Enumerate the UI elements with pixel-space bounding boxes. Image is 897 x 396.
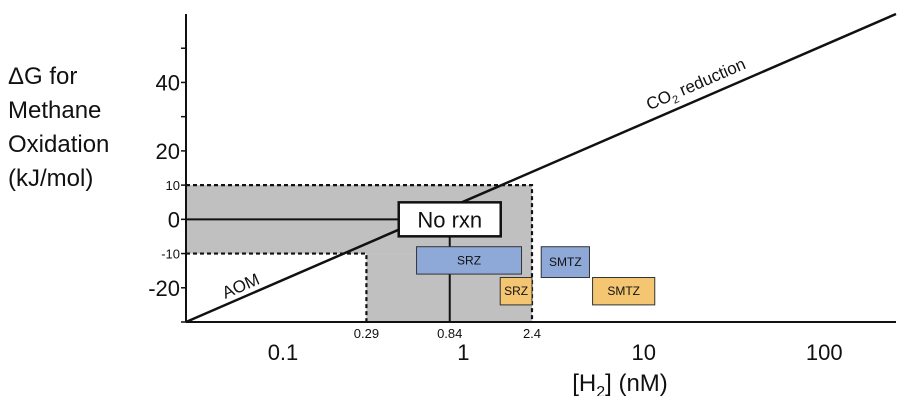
x-marker-label: 2.4 bbox=[523, 326, 541, 341]
y-minor-tick-label: 10 bbox=[166, 178, 180, 193]
zone-box-label-1: SMTZ bbox=[549, 255, 582, 269]
y-axis-title-line: Oxidation bbox=[8, 131, 109, 158]
y-minor-tick-label: -10 bbox=[161, 247, 180, 262]
zone-box-label-3: SMTZ bbox=[607, 284, 640, 298]
zone-box-label-2: SRZ bbox=[504, 284, 528, 298]
x-tick-label: 1 bbox=[457, 340, 469, 365]
x-marker-label: 0.29 bbox=[354, 326, 379, 341]
y-axis-title-line: ΔG for bbox=[8, 63, 77, 90]
y-axis-title-line: Methane bbox=[8, 97, 101, 124]
y-tick-label: -20 bbox=[148, 276, 180, 301]
x-tick-label: 0.1 bbox=[268, 340, 299, 365]
zone-box-3 bbox=[592, 277, 656, 306]
zone-box-0 bbox=[416, 246, 523, 275]
region-outline-upper bbox=[186, 184, 534, 322]
y-axis-title-line: (kJ/mol) bbox=[8, 165, 93, 192]
zone-box-2 bbox=[499, 277, 533, 306]
zone-box-1 bbox=[540, 246, 590, 279]
series-line bbox=[185, 12, 897, 324]
x-axis-title: [H2] (nM) bbox=[572, 370, 668, 396]
zone-box-label-0: SRZ bbox=[457, 253, 481, 267]
no-rxn-label: No rxn bbox=[417, 207, 482, 232]
x-tick-label: 100 bbox=[806, 340, 843, 365]
no-rxn-box bbox=[397, 201, 502, 238]
x-marker-label: 0.84 bbox=[437, 326, 462, 341]
y-tick-label: 0 bbox=[168, 207, 180, 232]
y-tick-label: 20 bbox=[156, 139, 180, 164]
region-outline-lower bbox=[186, 252, 368, 322]
x-tick-label: 10 bbox=[632, 340, 656, 365]
y-tick-label: 40 bbox=[156, 70, 180, 95]
